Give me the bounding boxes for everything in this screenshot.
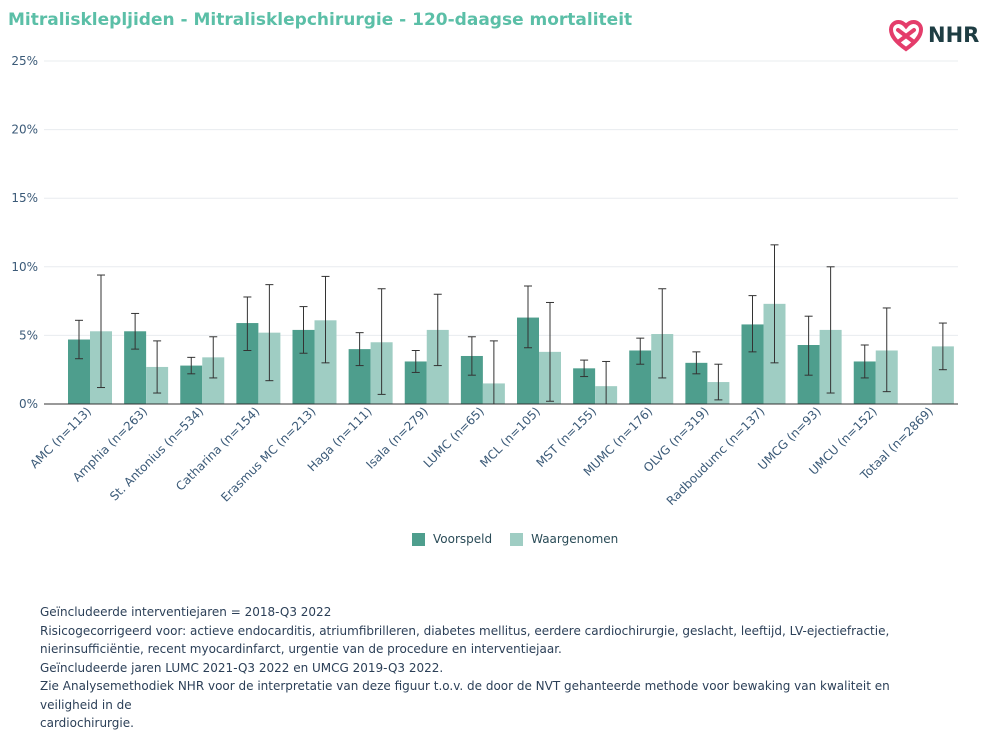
footnote-line: Risicogecorrigeerd voor: actieve endocar… xyxy=(40,623,890,638)
x-tick-label: Erasmus MC (n=213) xyxy=(218,404,318,504)
y-tick-label: 10% xyxy=(11,260,38,274)
legend-swatch-waargenomen xyxy=(510,532,524,546)
legend-label-waargenomen: Waargenomen xyxy=(531,532,619,546)
footnote-line: nierinsufficiëntie, recent myocardinfarc… xyxy=(40,642,562,656)
footnote-line: Zie Analysemethodiek NHR voor de interpr… xyxy=(40,679,890,712)
legend-swatch-voorspeld xyxy=(412,532,425,546)
x-tick-label: St. Antonius (n=534) xyxy=(107,404,206,503)
y-tick-label: 20% xyxy=(11,123,38,137)
y-tick-label: 5% xyxy=(19,328,38,342)
bar-voorspeld xyxy=(404,361,427,404)
chart-legend: Voorspeld Waargenomen xyxy=(412,532,618,546)
y-tick-label: 0% xyxy=(19,397,38,411)
bar-chart: 0%5%10%15%20%25%AMC (n=113)Amphia (n=263… xyxy=(11,54,958,508)
bar-voorspeld xyxy=(236,323,259,404)
bar-waargenomen xyxy=(202,357,225,404)
footnote-line: Geïncludeerde jaren LUMC 2021-Q3 2022 en… xyxy=(40,660,444,675)
bar-voorspeld xyxy=(629,350,652,404)
bar-waargenomen xyxy=(426,329,449,404)
bar-voorspeld xyxy=(685,362,708,404)
legend-item-voorspeld[interactable]: Voorspeld xyxy=(412,532,492,546)
bar-voorspeld xyxy=(292,329,315,404)
y-tick-label: 25% xyxy=(11,54,38,68)
legend-label-voorspeld: Voorspeld xyxy=(433,532,493,546)
footnote-line: cardiochirurgie. xyxy=(40,716,134,730)
bar-voorspeld xyxy=(68,339,90,404)
bar-voorspeld xyxy=(124,331,147,404)
bar-waargenomen xyxy=(931,346,954,404)
bar-voorspeld xyxy=(573,368,596,404)
bar-voorspeld xyxy=(517,317,539,404)
bar-voorspeld xyxy=(853,361,876,404)
bar-voorspeld xyxy=(348,349,371,404)
logo-text: NHR xyxy=(928,23,980,47)
x-tick-label: Radboudumc (n=137) xyxy=(664,404,768,508)
nhr-logo[interactable]: NHR xyxy=(888,14,984,60)
legend-item-waargenomen[interactable]: Waargenomen xyxy=(510,532,618,546)
bar-voorspeld xyxy=(180,365,203,404)
bar-voorspeld xyxy=(460,355,483,404)
footnotes: Geïncludeerde interventiejaren = 2018-Q3… xyxy=(40,603,940,733)
bar-voorspeld xyxy=(741,324,764,404)
nhr-heart-logo-icon xyxy=(888,19,924,52)
y-tick-label: 15% xyxy=(11,191,38,205)
footnote-line: Geïncludeerde interventiejaren = 2018-Q3… xyxy=(40,605,332,619)
chart-title: Mitralisklepljiden - Mitralisklepchirurg… xyxy=(8,10,633,30)
